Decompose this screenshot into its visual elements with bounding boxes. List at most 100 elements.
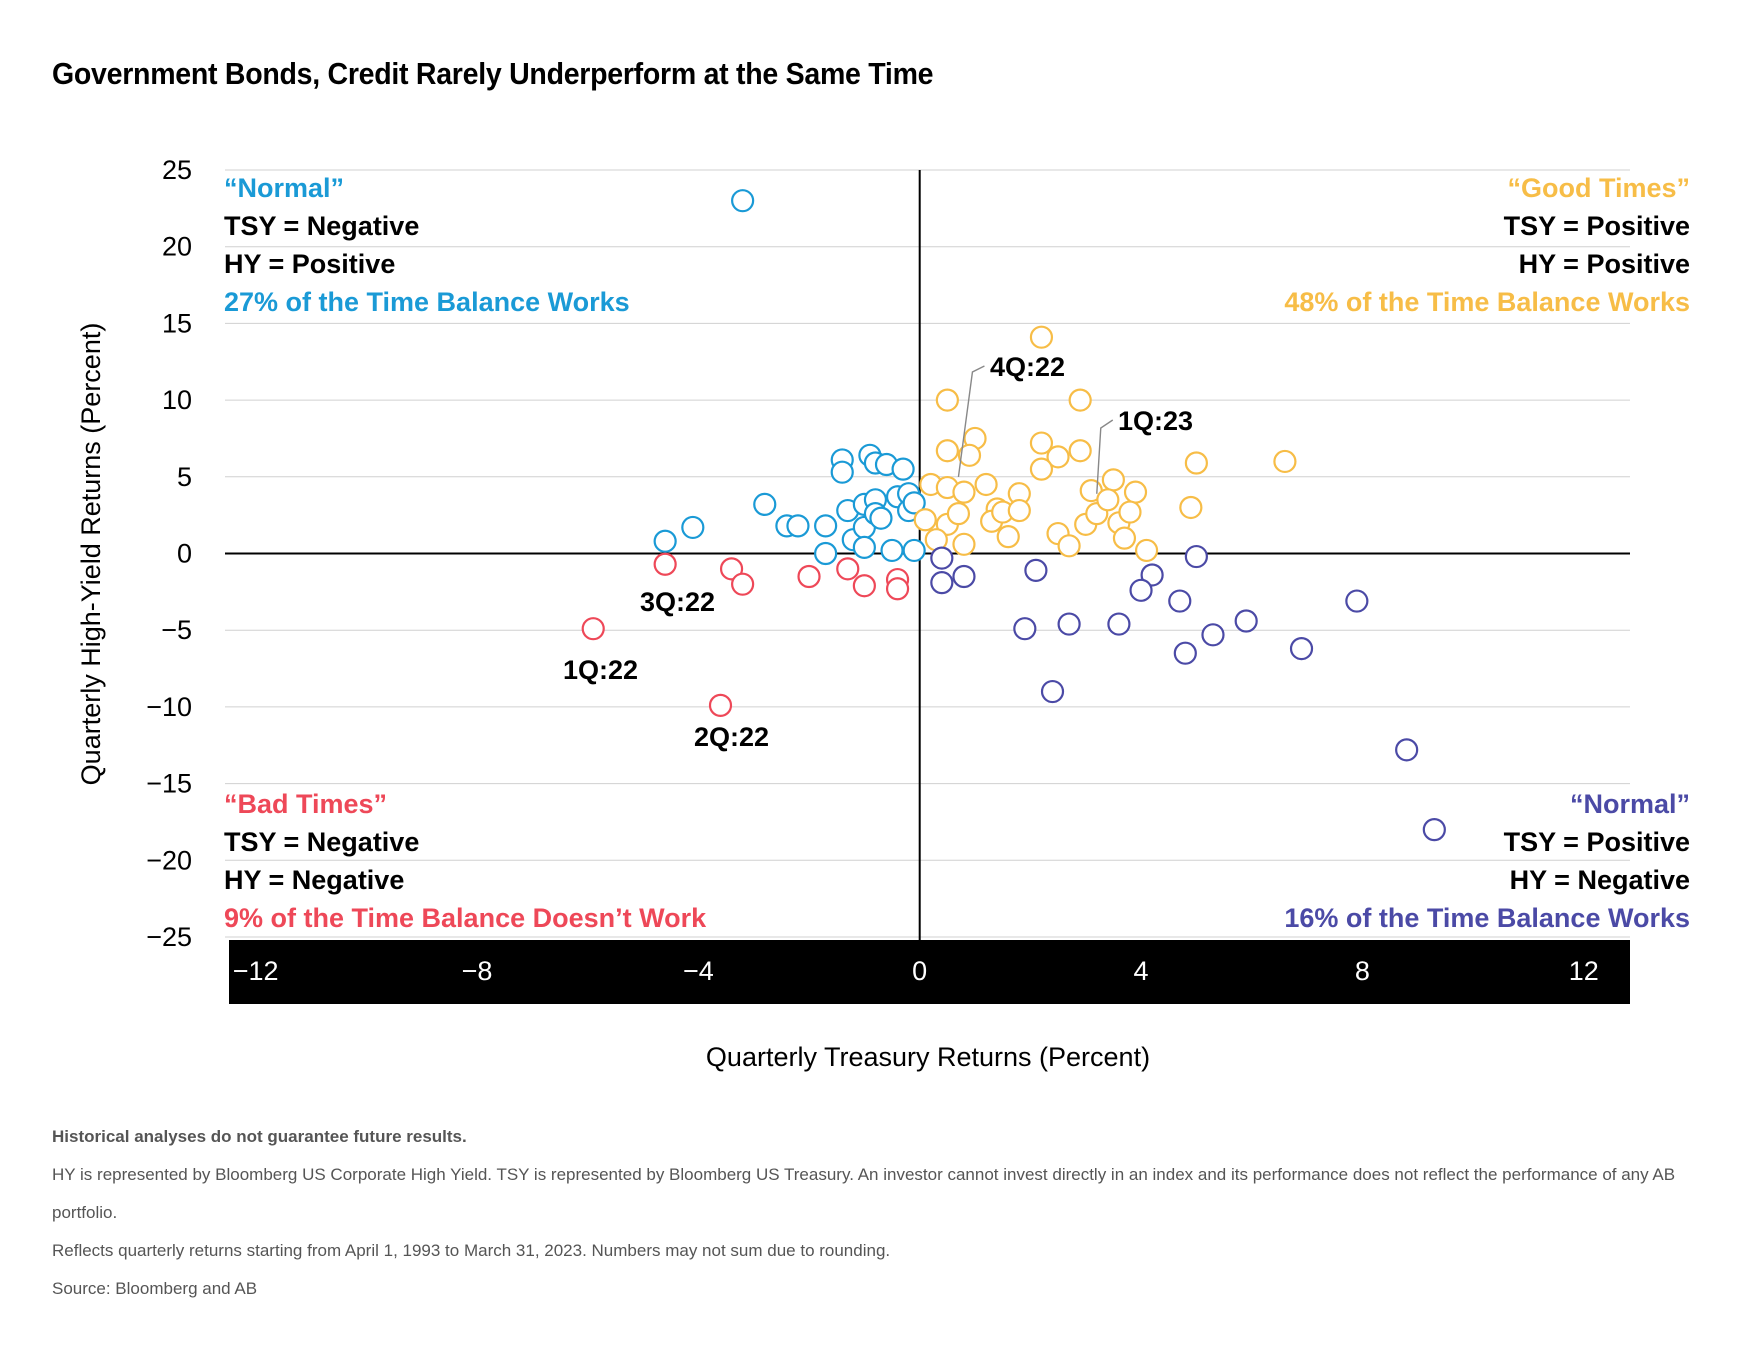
chart-title: Government Bonds, Credit Rarely Underper… <box>52 56 934 91</box>
data-point <box>1096 488 1120 512</box>
data-point <box>653 529 677 553</box>
data-point <box>1007 498 1031 523</box>
y-tick-label: 10 <box>162 385 192 415</box>
data-point <box>814 514 838 538</box>
data-point <box>913 508 937 532</box>
data-point <box>708 693 733 717</box>
data-point <box>952 532 976 556</box>
data-point <box>930 546 954 570</box>
y-tick-label: −20 <box>146 845 192 875</box>
data-point <box>1024 558 1048 582</box>
data-point <box>836 557 860 581</box>
data-point <box>1029 431 1054 455</box>
source-note: Source: Bloomberg and AB <box>52 1279 258 1298</box>
data-point <box>902 491 926 515</box>
data-point <box>1184 544 1208 569</box>
data-point <box>852 574 876 598</box>
data-point <box>1184 451 1208 475</box>
disclaimer-note: Historical analyses do not guarantee fut… <box>52 1127 467 1146</box>
quadrant-bottom-left-line: 9% of the Time Balance Doesn’t Work <box>224 903 707 933</box>
quadrant-top-right-line: TSY = Positive <box>1504 211 1690 241</box>
data-point <box>1046 445 1070 469</box>
data-point <box>753 492 777 517</box>
quadrant-top-right-line: HY = Positive <box>1519 249 1690 279</box>
quadrant-top-left-line: TSY = Negative <box>224 211 419 241</box>
data-point <box>1134 538 1159 563</box>
data-point <box>974 472 998 497</box>
data-point <box>1101 468 1125 492</box>
data-point <box>1029 325 1054 349</box>
data-point <box>852 535 876 559</box>
data-point <box>1234 609 1258 633</box>
data-point <box>830 460 854 484</box>
data-point <box>719 557 744 581</box>
index-note: HY is represented by Bloomberg US Corpor… <box>52 1165 1676 1222</box>
quadrant-bottom-right-line: 16% of the Time Balance Works <box>1284 903 1690 933</box>
x-axis-title: Quarterly Treasury Returns (Percent) <box>706 1042 1150 1072</box>
y-tick-label: 15 <box>162 308 192 338</box>
data-point <box>797 564 821 589</box>
data-point <box>731 572 755 596</box>
data-point <box>1140 563 1164 587</box>
data-point <box>1013 617 1037 641</box>
data-point <box>681 515 705 540</box>
data-point <box>1068 388 1092 412</box>
data-point <box>935 439 959 463</box>
data-point <box>946 502 971 526</box>
quadrant-bottom-right-line: TSY = Positive <box>1504 827 1690 857</box>
data-point <box>1123 480 1148 504</box>
annotation-leader-4q22 <box>957 365 985 478</box>
scatter-chart: 25 20 15 10 5 0 −5 −10 −15 −20 −25 −12 −8 −4 0 4 8 12 Quar… <box>76 155 1690 1072</box>
x-tick-label: −12 <box>233 956 279 986</box>
x-tick-label: 4 <box>1134 956 1149 986</box>
chart-notes: Historical analyses do not guarantee fut… <box>52 1118 1692 1308</box>
quadrant-top-right-line: “Good Times” <box>1507 173 1690 203</box>
data-point <box>1057 534 1081 558</box>
data-point <box>814 541 838 566</box>
data-point <box>1395 738 1419 762</box>
quadrant-bottom-right-line: HY = Negative <box>1510 865 1690 895</box>
data-point <box>1040 679 1065 704</box>
y-tick-label: 20 <box>162 232 192 262</box>
data-point <box>1179 495 1203 520</box>
x-axis-band <box>229 940 1630 1004</box>
data-point <box>1201 623 1225 647</box>
quadrant-top-left-line: HY = Positive <box>224 249 395 279</box>
annotation-1q22: 1Q:22 <box>563 655 638 685</box>
data-point <box>1129 578 1153 602</box>
data-point <box>1057 612 1081 636</box>
x-tick-label: −4 <box>683 956 714 986</box>
period-note: Reflects quarterly returns starting from… <box>52 1241 891 1260</box>
y-tick-label: −5 <box>161 615 192 645</box>
data-point <box>581 617 605 641</box>
quadrant-top-right-line: 48% of the Time Balance Works <box>1284 287 1690 317</box>
data-point <box>930 571 954 595</box>
data-point <box>957 443 982 467</box>
y-tick-label: −25 <box>146 922 192 952</box>
data-point <box>1107 612 1131 636</box>
data-point <box>1273 449 1297 474</box>
y-tick-label: 5 <box>177 462 192 492</box>
data-point <box>996 525 1020 549</box>
data-point <box>952 480 976 504</box>
y-tick-label: 25 <box>162 155 192 185</box>
y-axis-title: Quarterly High-Yield Returns (Percent) <box>76 323 106 786</box>
x-tick-label: 0 <box>912 956 927 986</box>
data-point <box>885 577 910 601</box>
data-point <box>952 564 976 589</box>
quadrant-bottom-right-line: “Normal” <box>1570 789 1690 819</box>
data-point <box>653 552 677 576</box>
data-point <box>1068 439 1092 463</box>
x-tick-label: 12 <box>1569 956 1599 986</box>
data-point <box>1118 500 1142 524</box>
data-point <box>1029 457 1054 481</box>
quadrant-top-left-line: 27% of the Time Balance Works <box>224 287 630 317</box>
annotation-leader-1q23 <box>1096 419 1114 494</box>
data-point <box>1289 637 1314 661</box>
annotation-1q23: 1Q:23 <box>1118 406 1193 436</box>
quadrant-bottom-left-line: “Bad Times” <box>224 789 387 819</box>
data-point <box>902 538 926 563</box>
annotation-2q22: 2Q:22 <box>694 722 769 752</box>
data-point <box>935 388 959 412</box>
data-point <box>1112 526 1137 550</box>
